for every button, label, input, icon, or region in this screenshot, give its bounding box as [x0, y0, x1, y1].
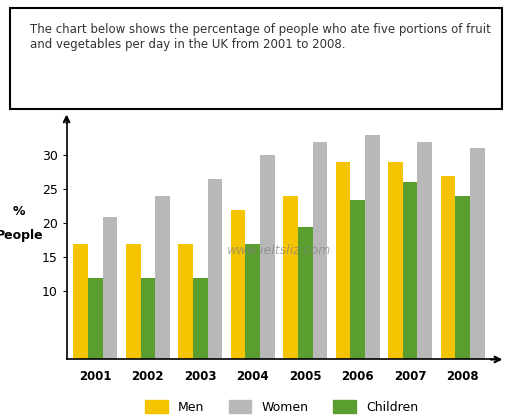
Bar: [193, 278, 208, 359]
Bar: [126, 244, 140, 359]
Bar: [455, 196, 470, 359]
Bar: [336, 162, 350, 359]
Bar: [298, 227, 312, 359]
Bar: [88, 278, 103, 359]
Bar: [140, 278, 155, 359]
Bar: [103, 217, 117, 359]
Bar: [417, 142, 432, 359]
Bar: [365, 135, 380, 359]
Bar: [388, 162, 403, 359]
Bar: [403, 183, 417, 359]
Text: www.ieltsliz.com: www.ieltsliz.com: [227, 244, 331, 257]
Text: The chart below shows the percentage of people who ate five portions of fruit
an: The chart below shows the percentage of …: [30, 23, 491, 51]
Bar: [155, 196, 170, 359]
Bar: [350, 199, 365, 359]
Bar: [245, 244, 260, 359]
Bar: [440, 176, 455, 359]
Bar: [312, 142, 327, 359]
Bar: [260, 155, 275, 359]
Bar: [208, 179, 222, 359]
Bar: [73, 244, 88, 359]
Text: %: %: [13, 205, 26, 218]
Bar: [470, 148, 484, 359]
Bar: [283, 196, 298, 359]
Legend: Men, Women, Children: Men, Women, Children: [139, 394, 424, 418]
Bar: [178, 244, 193, 359]
Text: People: People: [0, 229, 43, 242]
Bar: [231, 210, 245, 359]
